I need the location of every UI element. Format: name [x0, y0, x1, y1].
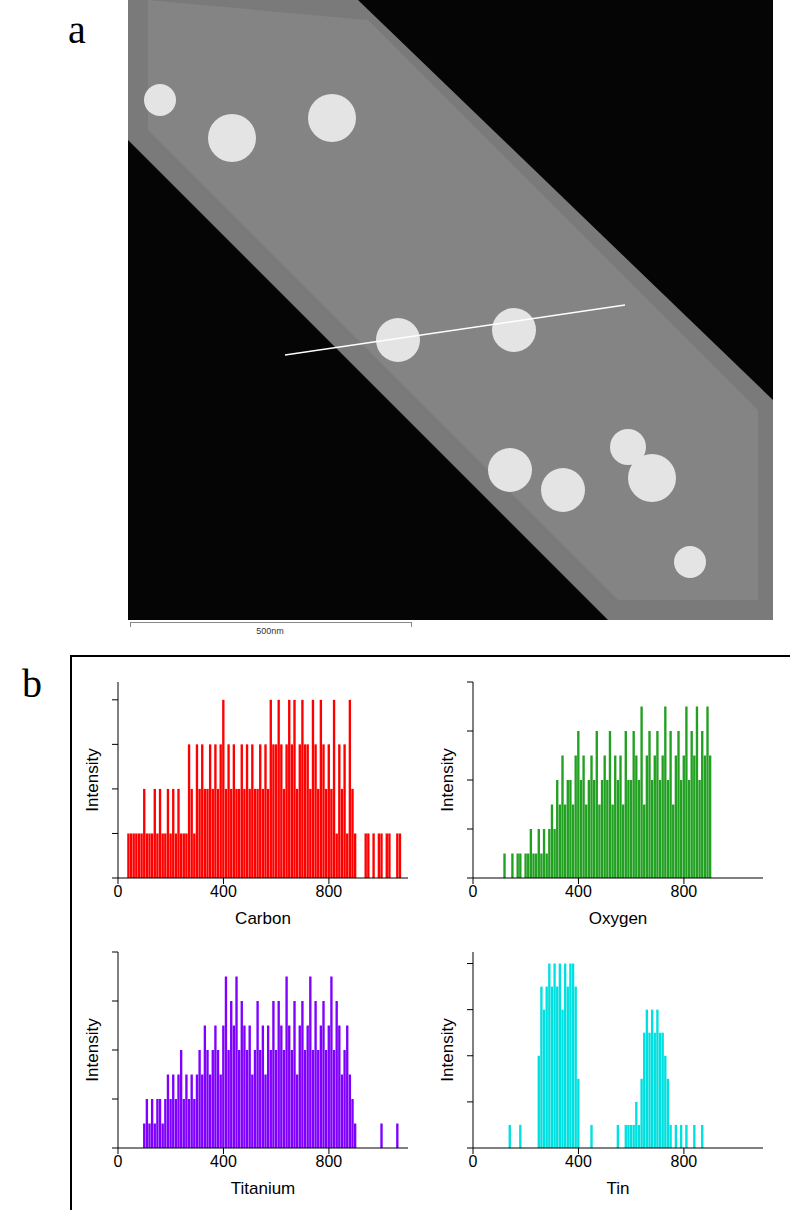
svg-text:400: 400: [210, 1153, 237, 1170]
html-text:a: a: [68, 7, 86, 52]
svg-text:400: 400: [565, 883, 592, 900]
svg-text:0: 0: [469, 1153, 478, 1170]
svg-text:800: 800: [671, 883, 698, 900]
svg-text:0: 0: [114, 1153, 123, 1170]
svg-text:Intensity: Intensity: [438, 748, 457, 812]
svg-text:400: 400: [565, 1153, 592, 1170]
svg-text:800: 800: [671, 1153, 698, 1170]
svg-text:Intensity: Intensity: [83, 1018, 102, 1082]
svg-text:Carbon: Carbon: [235, 909, 291, 928]
svg-text:Oxygen: Oxygen: [589, 909, 648, 928]
svg-text:400: 400: [210, 883, 237, 900]
svg-text:0: 0: [114, 883, 123, 900]
svg-text:Tin: Tin: [607, 1179, 630, 1198]
svg-text:Intensity: Intensity: [438, 1018, 457, 1082]
svg-text:Titanium: Titanium: [231, 1179, 296, 1198]
html-text:b: b: [22, 661, 42, 706]
svg-text:Intensity: Intensity: [83, 748, 102, 812]
svg-text:0: 0: [469, 883, 478, 900]
svg-text:800: 800: [316, 1153, 343, 1170]
html-text:500nm: 500nm: [256, 626, 284, 636]
svg-text:800: 800: [316, 883, 343, 900]
